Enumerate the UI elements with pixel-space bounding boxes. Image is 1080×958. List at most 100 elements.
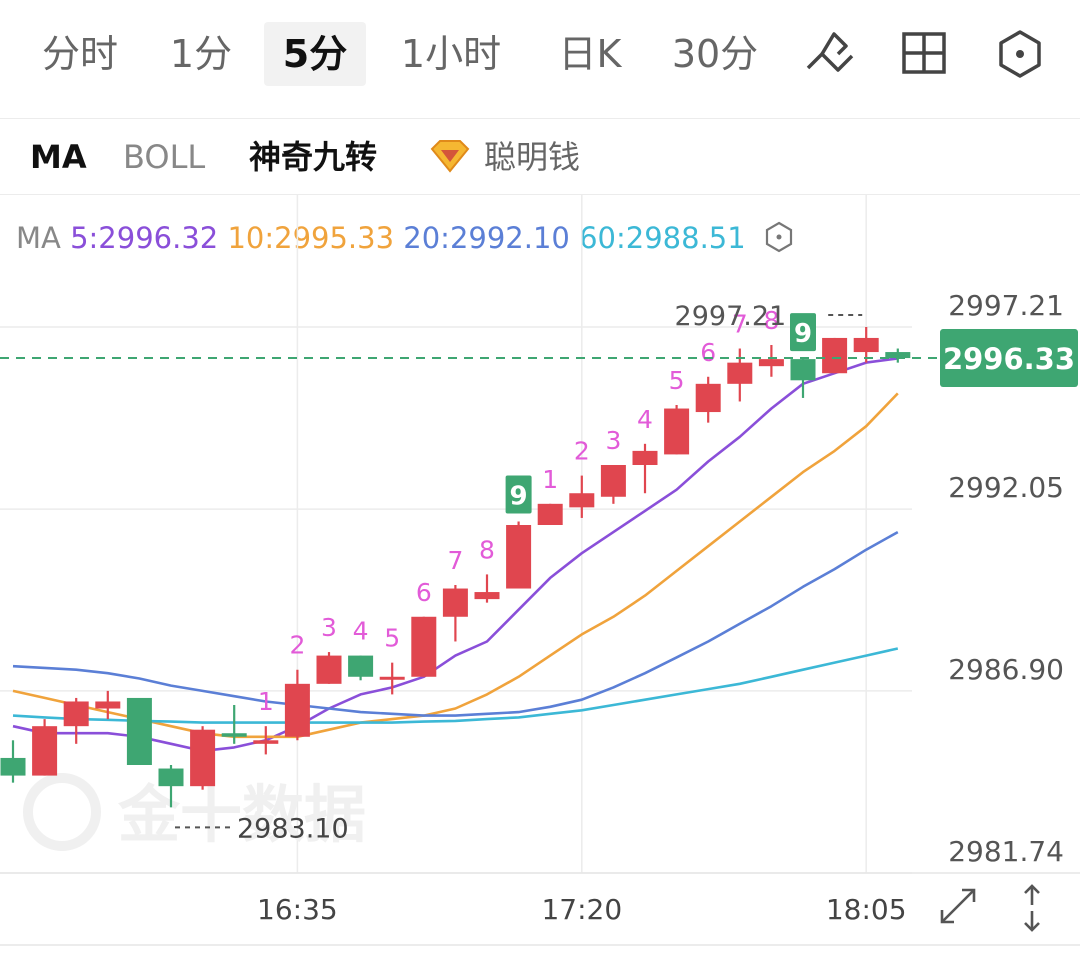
candle[interactable] [506,521,532,589]
max-price-label: 2997.21 [675,301,787,332]
candle[interactable] [0,740,26,783]
candle-body [474,592,500,600]
candle[interactable] [727,348,753,402]
current-price-tag-bg [940,329,1078,388]
candle[interactable] [221,705,247,744]
candle[interactable] [758,345,784,377]
layout-grid-icon[interactable] [894,24,954,84]
tab-5min[interactable]: 5分 [264,22,366,86]
tab-30min[interactable]: 30分 [671,32,759,76]
candle[interactable] [853,327,879,363]
candle-body [95,701,121,709]
candle[interactable] [822,337,848,374]
td-count-label: 2 [289,631,305,660]
candle-body [600,465,626,497]
candle[interactable] [569,475,595,518]
candle-body [284,683,310,737]
ma-settings-icon[interactable] [762,220,796,254]
td-count-label: 5 [384,624,400,653]
candle-body [126,697,152,765]
y-tick-label: 2981.74 [948,835,1064,868]
ma-line-ma20 [12,530,899,717]
candle[interactable] [63,697,89,744]
td-count-label: 3 [605,426,621,455]
indicator-smart-money[interactable]: 聪明钱 [484,138,581,176]
td-count-label: 8 [479,535,495,564]
candle[interactable] [316,652,342,684]
candle[interactable] [600,465,626,504]
candle[interactable] [537,503,563,525]
candle-body [348,655,374,677]
ma-legend: MA 5:2996.32 10:2995.33 20:2992.10 60:29… [16,216,746,260]
y-tick-label: 2986.90 [948,653,1064,686]
tab-fenshi[interactable]: 分时 [41,32,118,76]
ma5-value: 5:2996.32 [70,221,219,255]
candle-body [853,337,879,353]
divider [0,118,1080,119]
candle-body [537,503,563,525]
td-count-label: 7 [447,546,463,575]
candle[interactable] [474,574,500,603]
current-price-tag: 2996.33 [940,329,1078,388]
td-count-label: 6 [416,578,432,607]
td-count-label: 6 [700,338,716,367]
candle[interactable] [32,719,58,776]
period-tab-bar: 分时 1分 5分 1小时 日K 30分 [0,0,1080,110]
td-count-label: 8 [763,306,779,335]
candle[interactable] [95,690,121,720]
current-price-tag-label: 2996.33 [943,342,1075,376]
indicator-ma[interactable]: MA [30,138,87,176]
td-count-label: 7 [732,310,748,339]
candle-body [664,408,690,455]
td-nine-box [790,313,816,352]
candle[interactable] [790,359,816,398]
vertical-scale-icon[interactable] [1010,880,1054,936]
tab-daily-k[interactable]: 日K [558,32,622,76]
candle-body [790,359,816,381]
y-tick-label: 2992.05 [948,471,1064,504]
candle[interactable] [664,405,690,455]
candle[interactable] [190,726,216,790]
divider [0,194,1080,195]
td-count-label: 9 [510,481,528,511]
candle-body [253,740,279,744]
td-count-label: 1 [542,465,558,494]
candle[interactable] [695,376,721,423]
td-nine-box [505,475,532,514]
candle[interactable] [885,348,911,363]
indicator-boll[interactable]: BOLL [123,138,206,176]
td-count-label: 9 [794,319,812,349]
settings-hexagon-icon[interactable] [990,24,1050,84]
td-count-label: 4 [353,617,369,646]
candle-body [221,733,247,737]
candle[interactable] [379,662,405,695]
tab-1min[interactable]: 1分 [169,32,233,76]
candle-body [411,616,437,677]
candle[interactable] [411,616,437,677]
candle-body [379,676,405,680]
candle[interactable] [158,765,184,808]
candle-body [442,588,468,617]
candle[interactable] [126,697,152,765]
ma10-value: 10:2995.33 [227,221,395,255]
ma-line-ma60 [12,647,899,724]
candle-body [190,729,216,787]
tab-1hour[interactable]: 1小时 [400,32,502,76]
candle-body [885,352,911,359]
indicator-td-nine[interactable]: 神奇九转 [249,138,378,176]
ma60-value: 60:2988.51 [579,221,746,255]
td-count-label: 2 [574,437,590,466]
watermark-text: 金十数据 [117,778,366,851]
candle-body [632,450,658,465]
candle[interactable] [632,443,658,494]
draw-pen-icon[interactable] [798,24,858,84]
diamond-icon [428,132,470,182]
fullscreen-expand-icon[interactable] [934,882,982,930]
candle[interactable] [348,655,374,681]
ma-line-ma10 [12,392,899,739]
candle[interactable] [284,669,310,741]
candle[interactable] [442,585,468,642]
candle[interactable] [253,726,279,755]
candle-body [32,726,58,776]
